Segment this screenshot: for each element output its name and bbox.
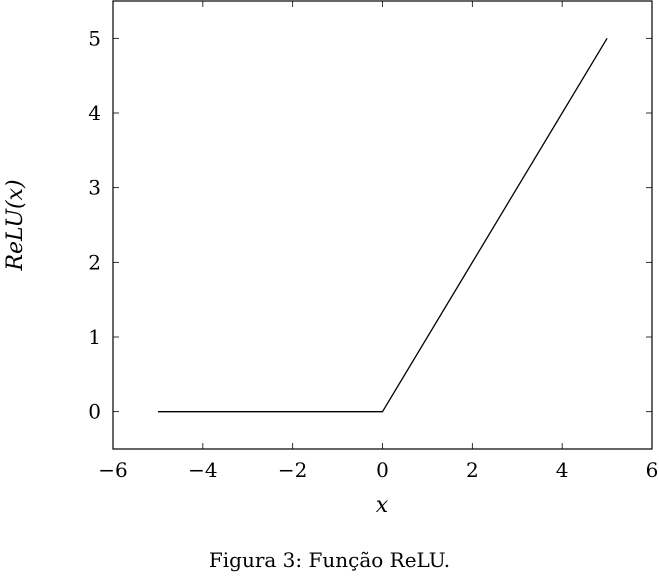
figure-caption: Figura 3: Função ReLU. [208,548,451,572]
x-tick-labels: −6 −4 −2 0 2 4 6 [98,458,658,482]
plot-frame [112,0,653,450]
x-axis-label: x [376,493,389,518]
series-line-0 [157,37,608,413]
y-tick-label: 0 [88,400,101,424]
x-tick-label: 2 [466,458,479,482]
y-tick-label: 1 [88,325,101,349]
series-layer [157,37,608,413]
x-tick-label: 0 [376,458,389,482]
relu-chart: −6 −4 −2 0 2 4 6 0 1 2 3 4 5 x ReLU(x) [3,0,658,518]
x-tick-label: −4 [188,458,217,482]
tick-marks [112,1,653,449]
x-tick-label: −6 [98,458,127,482]
x-tick-label: 4 [556,458,569,482]
y-tick-label: 3 [88,176,101,200]
y-tick-label: 2 [88,250,101,274]
y-axis-label: ReLU(x) [3,179,28,271]
y-tick-label: 4 [88,101,101,125]
y-tick-label: 5 [88,26,101,50]
x-tick-label: 6 [646,458,659,482]
y-tick-labels: 0 1 2 3 4 5 [88,26,101,423]
x-tick-label: −2 [278,458,307,482]
